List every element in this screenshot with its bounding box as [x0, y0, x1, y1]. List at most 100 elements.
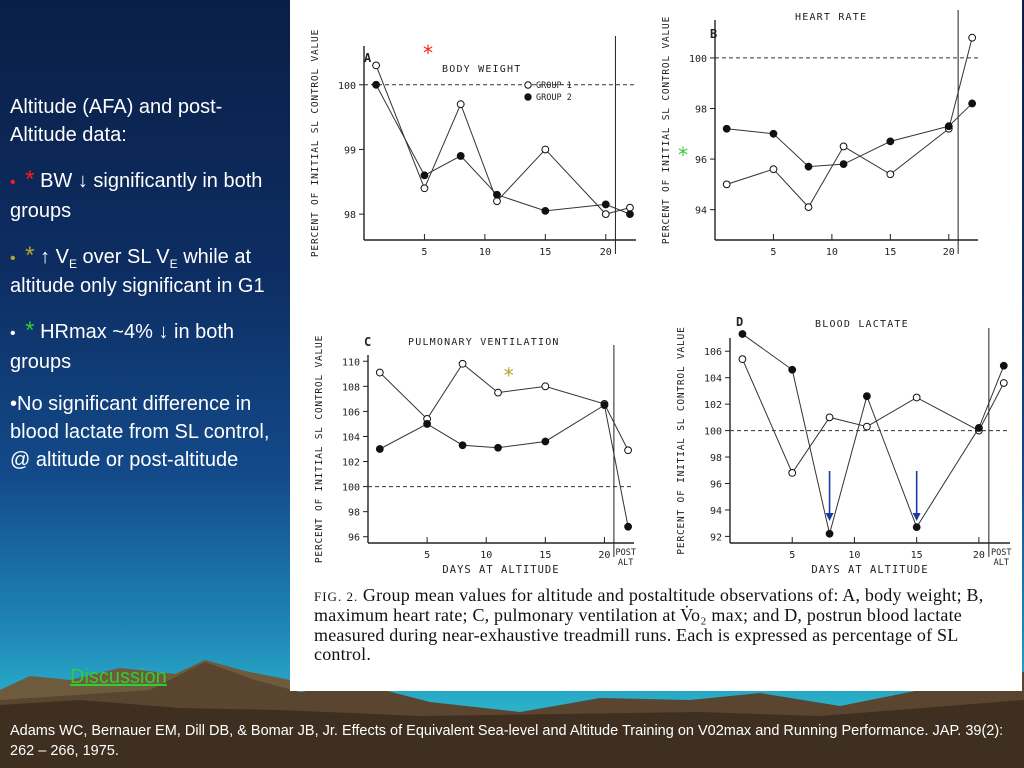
- data-point-filled: [541, 207, 550, 215]
- down-arrow-head: [825, 513, 834, 521]
- summary-item-text: while at altitude only significant in G1: [10, 245, 265, 298]
- data-point-filled: [974, 424, 983, 432]
- summary-item-lactate: •No significant difference in blood lact…: [10, 392, 270, 471]
- significance-star: *: [25, 317, 35, 345]
- data-point-open: [886, 170, 895, 179]
- x-tick-label: 5: [770, 247, 776, 258]
- data-point-open: [839, 142, 848, 151]
- bullet-icon: •: [10, 249, 16, 267]
- x-tick-label: 15: [911, 550, 923, 561]
- data-point-open: [541, 382, 550, 391]
- summary-heading: Altitude (AFA) and post-Altitude data:: [10, 96, 223, 146]
- data-point-filled: [375, 445, 384, 453]
- x-axis-label: DAYS AT ALTITUDE: [811, 564, 928, 576]
- series-line: [726, 37, 973, 208]
- data-point-filled: [999, 361, 1008, 370]
- y-tick-label: 94: [695, 206, 707, 217]
- x-axis-label: DAYS AT ALTITUDE: [442, 564, 559, 576]
- summary-item-hr: • * HRmax ~4% ↓ in both groups: [10, 314, 278, 376]
- legend-label: GROUP 1: [536, 81, 572, 91]
- data-point-filled: [722, 124, 731, 133]
- caption-text: Group mean values for altitude and posta…: [314, 585, 984, 665]
- data-point-filled: [825, 529, 834, 538]
- x-tick-label: 5: [421, 247, 427, 258]
- data-point-open: [825, 413, 834, 422]
- panel-title: HEART RATE: [795, 12, 867, 23]
- data-point-open: [494, 388, 502, 397]
- data-point-open: [999, 379, 1008, 387]
- data-point-open: [458, 359, 467, 368]
- data-point-open: [722, 180, 731, 189]
- data-point-filled: [420, 171, 429, 180]
- bullet-icon: •: [10, 325, 16, 343]
- data-point-filled: [600, 401, 609, 410]
- y-tick-label: 102: [342, 458, 360, 469]
- post-label: POST: [991, 548, 1011, 558]
- y-tick-label: 98: [344, 210, 356, 221]
- data-point-open: [375, 368, 384, 377]
- x-tick-label: 10: [826, 247, 838, 258]
- data-point-filled: [769, 129, 778, 138]
- y-tick-label: 100: [689, 54, 707, 65]
- data-point-filled: [541, 437, 550, 446]
- panel-letter: B: [710, 27, 717, 41]
- data-point-filled: [624, 522, 632, 531]
- data-point-open: [738, 355, 747, 364]
- data-point-open: [788, 469, 797, 477]
- discussion-link[interactable]: Discussion: [70, 666, 167, 688]
- data-point-open: [372, 61, 380, 70]
- bullet-icon: •: [10, 174, 16, 191]
- y-tick-label: 100: [342, 483, 360, 494]
- data-point-open: [601, 210, 610, 219]
- x-tick-label: 20: [600, 247, 612, 258]
- x-tick-label: 15: [884, 247, 896, 258]
- legend-marker: [524, 93, 532, 101]
- y-tick-label: 96: [710, 479, 722, 490]
- x-tick-label: 20: [973, 550, 985, 561]
- data-point-open: [626, 203, 634, 212]
- y-tick-label: 100: [338, 81, 356, 92]
- summary-item-text: ↑ V: [40, 245, 69, 268]
- data-point-open: [456, 100, 465, 109]
- legend-marker: [524, 81, 532, 89]
- series-line: [726, 103, 973, 168]
- summary-item-text: HRmax ~4% ↓ in both groups: [10, 321, 235, 373]
- down-arrow-head: [912, 513, 921, 521]
- post-label: POST: [615, 548, 635, 558]
- data-point-filled: [912, 523, 921, 532]
- y-tick-label: 94: [710, 506, 722, 517]
- post-label: ALT: [618, 558, 633, 568]
- legend-label: GROUP 2: [536, 93, 572, 103]
- y-tick-label: 104: [704, 374, 722, 385]
- y-tick-label: 96: [348, 533, 360, 544]
- summary-item-ve: • * ↑ VE over SL VE while at altitude on…: [10, 239, 278, 301]
- series-line: [741, 358, 1005, 474]
- series-line: [379, 404, 629, 527]
- summary-item-text: over SL V: [77, 245, 170, 268]
- data-point-filled: [601, 200, 610, 209]
- x-tick-label: 15: [539, 550, 551, 561]
- summary-item-text: BW ↓ significantly in both groups: [10, 170, 263, 222]
- summary-panel: Altitude (AFA) and post-Altitude data: •…: [10, 93, 278, 488]
- post-label: ALT: [994, 558, 1009, 568]
- panel-title: BLOOD LACTATE: [815, 319, 909, 330]
- y-tick-label: 98: [710, 453, 722, 464]
- data-point-filled: [886, 137, 895, 146]
- figure-number: FIG. 2.: [314, 589, 359, 604]
- summary-item-bw: • * BW ↓ significantly in both groups: [10, 163, 278, 225]
- data-point-filled: [968, 99, 977, 108]
- panel-title: BODY WEIGHT: [442, 64, 521, 75]
- y-axis-label: PERCENT OF INITIAL SL CONTROL VALUE: [310, 29, 321, 257]
- significance-star: *: [25, 241, 35, 269]
- data-point-open: [804, 203, 813, 212]
- data-point-open: [912, 393, 921, 402]
- data-point-open: [493, 197, 501, 206]
- figure-panel: 98 99 100 5 10 15 20 PERCENT OF INITIAL SL CONT…: [290, 0, 1022, 691]
- data-point-filled: [788, 365, 797, 374]
- citation: Adams WC, Bernauer EM, Dill DB, & Bomar …: [10, 723, 1004, 759]
- y-tick-label: 108: [342, 382, 360, 393]
- data-point-filled: [494, 443, 502, 452]
- x-tick-label: 10: [480, 550, 492, 561]
- x-tick-label: 15: [539, 247, 551, 258]
